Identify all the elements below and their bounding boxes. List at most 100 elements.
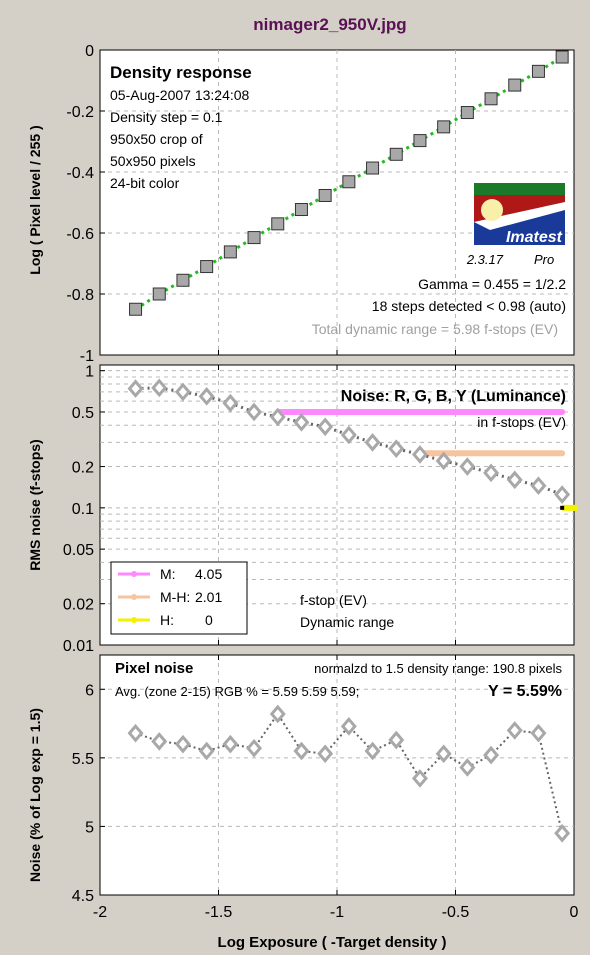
noise-point [317,417,334,437]
noise-point [459,457,476,476]
pixel-noise-point [293,741,310,761]
noise-y-ticks: 1 0.5 0.2 0.1 0.05 0.02 0.01 [63,364,105,655]
noise-point [435,451,452,471]
legend-entry-m: M: 4.05 [118,566,222,582]
noise-point [364,433,381,452]
legend-marker-m [131,571,137,577]
noise-point [269,407,286,427]
density-point [152,287,166,301]
density-point [247,231,261,245]
noise-point [198,387,215,406]
y-tick-label: 0.05 [63,542,94,559]
logo-edition: Pro [534,252,554,267]
density-point [342,175,356,189]
y-tick-label: 0.2 [72,460,94,477]
pixel-noise-point [246,738,263,758]
density-point [223,245,237,259]
density-point [508,78,522,92]
density-point [555,50,569,64]
y-tick-label: -0.2 [66,104,94,121]
pixel-noise-point [388,730,405,750]
noise-point [127,379,144,398]
noise-point [530,476,547,496]
pixel-noise-y-value: Y = 5.59% [488,683,562,700]
noise-point [174,382,191,402]
noise-note-dynamic-range: Dynamic range [300,614,394,630]
range-end-h [571,504,577,511]
noise-point [411,445,428,464]
pixel-noise-panel: 6 5.5 5 4.5 [72,654,575,905]
pixel-noise-point [506,721,523,740]
noise-point [506,470,523,490]
legend-marker-mh [131,594,137,600]
y-tick-label: 0.1 [72,501,94,518]
logo-sun [481,199,503,221]
pixel-noise-y-axis-label: Noise (% of Log exp = 1.5) [27,708,43,882]
range-start-h [560,505,565,510]
density-point [531,64,545,78]
pixel-noise-point [483,745,500,765]
noise-point [293,413,310,432]
steps-stat: 18 steps detected < 0.98 (auto) [372,298,566,314]
y-tick-label: 0.02 [63,597,94,614]
legend-label-h: H: [160,612,174,628]
pixel-noise-point [411,769,428,788]
density-info-line: 05-Aug-2007 13:24:08 [110,87,250,103]
range-end-m [559,408,566,415]
pixel-noise-point [435,744,452,764]
x-tick-labels: -2 -1.5 -1 -0.5 0 [93,904,579,921]
density-y-ticks: 0 -0.2 -0.4 -0.6 -0.8 -1 [66,43,105,365]
logo-text: Imatest [506,229,563,246]
y-tick-label: -0.6 [66,226,94,243]
legend-value-mh: 2.01 [195,589,222,605]
noise-x-tick-marks [99,365,575,645]
density-x-tick-marks [99,350,575,355]
pixel-noise-point [222,734,239,754]
y-tick-label: -0.4 [66,165,94,182]
noise-point [246,402,263,422]
density-info-line: Density step = 0.1 [110,109,223,125]
logo-version: 2.3.17 [466,252,504,267]
density-point [437,120,451,134]
legend-label-m: M: [160,566,176,582]
density-info-line: 24-bit color [110,175,180,191]
pixel-noise-point [198,741,215,761]
dynamic-range-note: Total dynamic range = 5.98 f-stops (EV) [312,321,558,337]
y-tick-label: 0 [85,43,94,60]
density-info-line: 950x50 crop of [110,131,203,147]
noise-point [222,393,239,413]
y-tick-label: 1 [85,364,94,381]
y-tick-label: 6 [85,682,94,699]
pixel-noise-point [127,723,144,743]
density-point [366,161,380,175]
y-tick-label: 5.5 [72,751,94,768]
density-point [129,302,143,316]
density-point [484,92,498,106]
density-series [129,50,569,316]
y-tick-label: -0.8 [66,287,94,304]
pixel-noise-point [459,758,476,777]
window-title: nimager2_950V.jpg [253,15,406,34]
legend-entry-h: H: 0 [118,612,213,628]
noise-series [127,378,571,504]
noise-point [388,439,405,458]
noise-y-axis-label: RMS noise (f-stops) [27,439,43,570]
density-y-axis-label: Log ( Pixel level / 255 ) [27,125,43,274]
range-end-m-h [559,450,566,457]
noise-point [340,425,357,445]
y-tick-label: 0.01 [63,638,94,655]
y-tick-label: -1 [80,348,94,365]
noise-panel: 1 0.5 0.2 0.1 0.05 0.02 0.01 [63,364,578,655]
noise-point [554,485,571,504]
noise-legend: M: 4.05 M-H: 2.01 H: 0 [110,561,248,635]
legend-value-h: 0 [205,612,213,628]
pixel-noise-point [340,717,357,736]
density-point [271,217,285,231]
density-point [413,134,427,148]
x-tick-label: -2 [93,904,107,921]
logo-white-wedge [474,202,565,230]
density-point [318,188,332,202]
density-point [200,260,214,274]
